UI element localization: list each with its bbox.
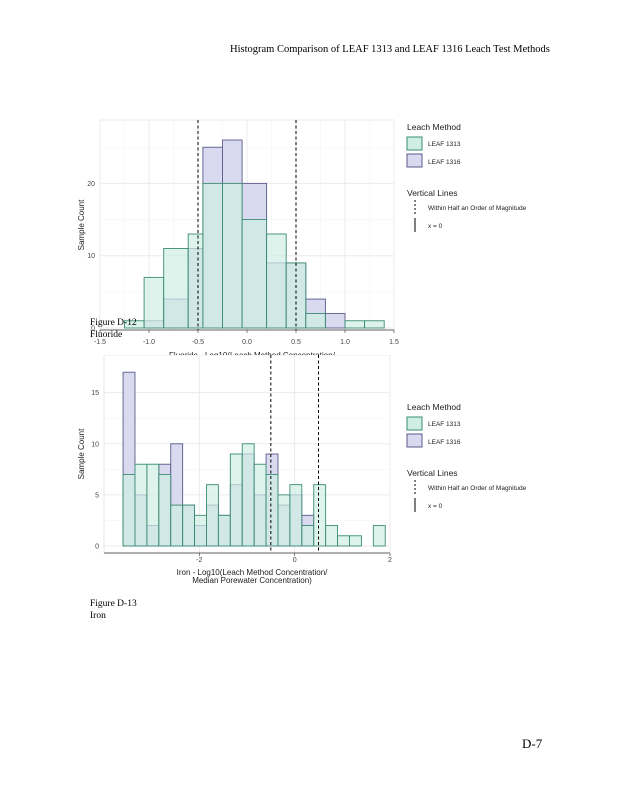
iron-histogram: -2 0 2 0 5 10 15 Iron - Log10(Leach Method Conc… bbox=[77, 355, 527, 585]
fluoride-y-tick-label: 10 bbox=[87, 253, 95, 260]
fluoride-bar-leaf1313 bbox=[241, 219, 268, 329]
iron-bar-leaf1313 bbox=[146, 463, 160, 547]
iron-bar-leaf1313 bbox=[337, 535, 350, 547]
iron-bar-leaf1313 bbox=[313, 484, 327, 547]
iron-bar-leaf1313 bbox=[158, 473, 172, 547]
fluoride-bar-leaf1316 bbox=[324, 313, 346, 329]
fluoride-bar-leaf1313 bbox=[266, 233, 287, 329]
figure-d12-number: Figure D-12 bbox=[90, 318, 137, 328]
iron-bar-leaf1313 bbox=[372, 525, 386, 547]
fluoride-x-tick-label: 1.0 bbox=[340, 339, 350, 346]
iron-y-tick-label: 5 bbox=[95, 492, 99, 499]
fluoride-bar-leaf1313 bbox=[163, 248, 189, 329]
fluoride-y-tick-label: 20 bbox=[87, 181, 95, 188]
iron-x-axis-title-line1: Iron - Log10(Leach Method Concentration/ bbox=[177, 568, 329, 577]
iron-legend-label-x0: x = 0 bbox=[428, 503, 443, 510]
figure-d12-caption: Figure D-12 Fluoride bbox=[90, 317, 137, 341]
fluoride-bar-leaf1313 bbox=[143, 276, 165, 329]
fluoride-legend-label-leaf1316: LEAF 1316 bbox=[428, 159, 461, 166]
fluoride-x-tick-label: -1.5 bbox=[94, 339, 106, 346]
fluoride-legend-label-half-order: Within Half an Order of Magnitude bbox=[428, 205, 527, 212]
iron-bar-leaf1313 bbox=[134, 463, 148, 547]
iron-bar-leaf1313 bbox=[265, 473, 279, 547]
figure-d13-analyte: Iron bbox=[90, 611, 106, 621]
iron-bar-leaf1313 bbox=[182, 504, 196, 547]
iron-x-axis-title-line2: Median Porewater Concentration) bbox=[192, 576, 312, 585]
fluoride-legend-title: Leach Method bbox=[407, 122, 461, 132]
iron-y-tick-label: 15 bbox=[91, 390, 99, 397]
fluoride-bar-leaf1313 bbox=[202, 182, 223, 329]
iron-legend-label-leaf1313: LEAF 1313 bbox=[428, 421, 461, 428]
fluoride-legend-label-x0: x = 0 bbox=[428, 223, 443, 230]
fluoride-x-tick-label: -0.5 bbox=[192, 339, 204, 346]
page-number: D-7 bbox=[522, 736, 543, 751]
fluoride-bar-leaf1313 bbox=[187, 233, 204, 329]
fluoride-y-tick-label: 0 bbox=[91, 326, 95, 333]
fluoride-legend-key-leaf1313 bbox=[406, 136, 423, 151]
fluoride-legend-key-leaf1316 bbox=[406, 153, 423, 168]
fluoride-legend-label-leaf1313: LEAF 1313 bbox=[428, 141, 461, 148]
fluoride-legend-lines-title: Vertical Lines bbox=[407, 188, 458, 198]
page-header: Histogram Comparison of LEAF 1313 and LE… bbox=[230, 44, 550, 55]
figure-d13-caption: Figure D-13 Iron bbox=[90, 598, 137, 622]
fluoride-x-tick-label: 0.0 bbox=[242, 339, 252, 346]
figure-d12-analyte: Fluoride bbox=[90, 330, 123, 340]
iron-x-tick-label: 2 bbox=[388, 557, 392, 564]
iron-bar-leaf1313 bbox=[229, 453, 243, 547]
iron-y-tick-label: 10 bbox=[91, 441, 99, 448]
fluoride-bar-leaf1313 bbox=[305, 313, 326, 329]
iron-x-tick-label: 0 bbox=[293, 557, 297, 564]
iron-bar-leaf1313 bbox=[206, 484, 219, 547]
iron-x-tick-label: -2 bbox=[196, 557, 202, 564]
fluoride-bar-leaf1313 bbox=[285, 262, 307, 329]
iron-bar-leaf1313 bbox=[170, 504, 184, 547]
iron-bar-leaf1313 bbox=[194, 514, 207, 547]
iron-legend-label-leaf1316: LEAF 1316 bbox=[428, 439, 461, 446]
fluoride-x-tick-label: 1.5 bbox=[389, 339, 399, 346]
iron-bar-leaf1313 bbox=[349, 535, 362, 547]
fluoride-bar-leaf1313 bbox=[364, 320, 385, 329]
iron-y-axis-title: Sample Count bbox=[77, 428, 86, 479]
iron-bar-leaf1313 bbox=[217, 514, 231, 547]
fluoride-bar-leaf1313 bbox=[222, 182, 243, 329]
iron-legend-key-leaf1313 bbox=[406, 416, 423, 431]
fluoride-bar-leaf1313 bbox=[344, 320, 366, 329]
iron-y-tick-label: 0 bbox=[95, 544, 99, 551]
iron-bar-leaf1313 bbox=[277, 494, 291, 547]
iron-legend-label-half-order: Within Half an Order of Magnitude bbox=[428, 485, 527, 492]
fluoride-x-tick-label: -1.0 bbox=[143, 339, 155, 346]
iron-bar-leaf1313 bbox=[122, 473, 136, 547]
fluoride-histogram: -1.5-1.0-0.50.00.51.01.501020Fluoride - … bbox=[77, 119, 527, 368]
iron-legend-lines-title: Vertical Lines bbox=[407, 468, 458, 478]
iron-bar-leaf1313 bbox=[253, 463, 267, 547]
iron-legend-key-leaf1316 bbox=[406, 433, 423, 448]
iron-bar-leaf1313 bbox=[325, 525, 339, 547]
iron-bar-leaf1313 bbox=[301, 525, 315, 547]
figure-d13-number: Figure D-13 bbox=[90, 599, 137, 609]
iron-legend-title: Leach Method bbox=[407, 402, 461, 412]
fluoride-x-tick-label: 0.5 bbox=[291, 339, 301, 346]
iron-bar-leaf1313 bbox=[241, 443, 255, 547]
fluoride-y-axis-title: Sample Count bbox=[77, 199, 86, 250]
iron-bar-leaf1313 bbox=[289, 484, 303, 547]
